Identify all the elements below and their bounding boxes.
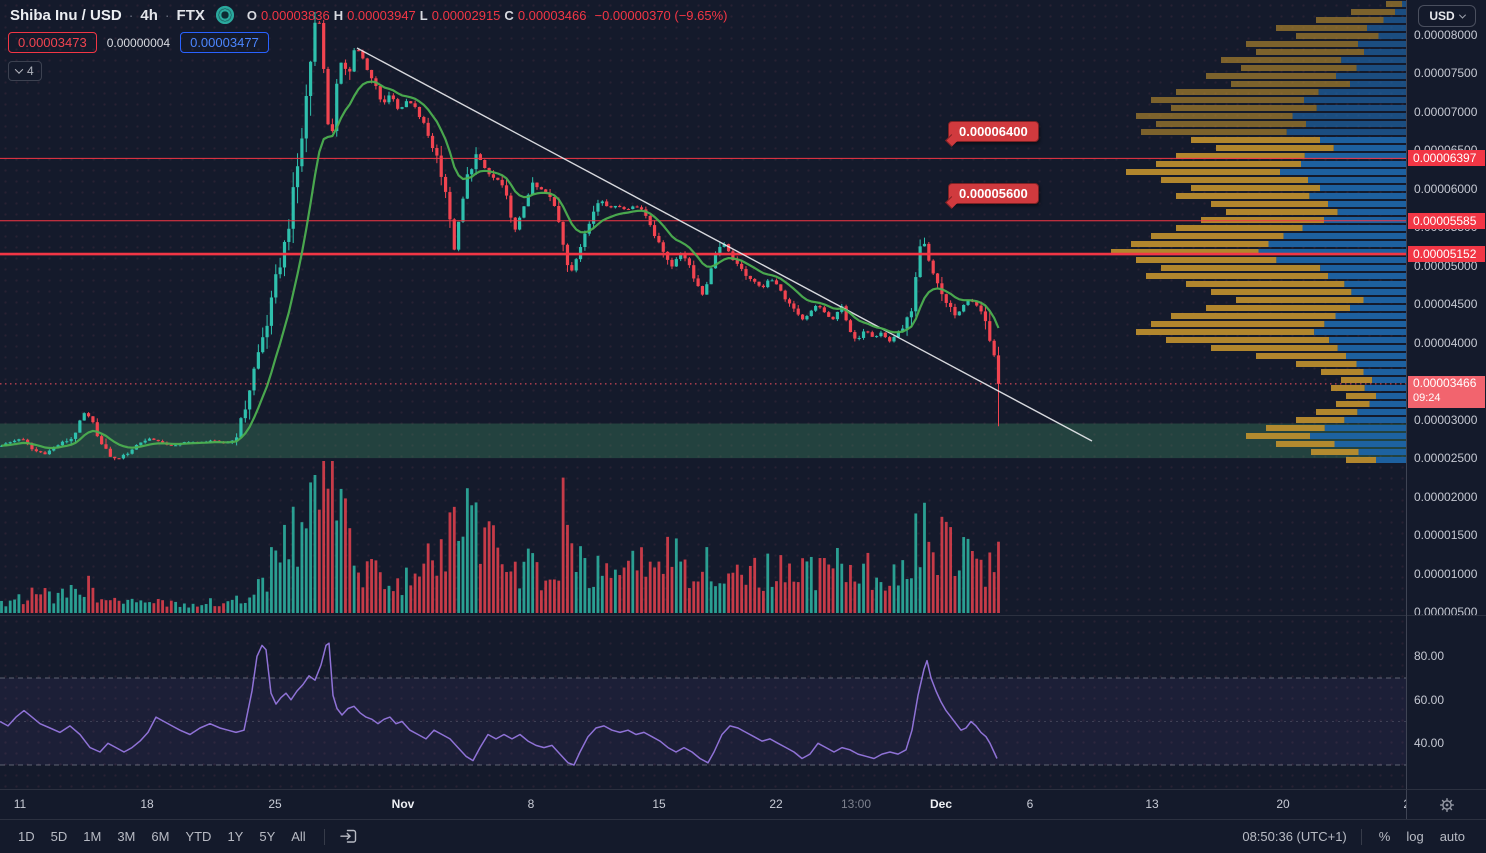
price-tick: 0.00001500 <box>1414 528 1478 543</box>
low-value: 0.00002915 <box>431 7 501 23</box>
range-all[interactable]: All <box>283 825 313 848</box>
toolbar-divider <box>323 828 325 845</box>
last-price-value: 0.00003466 <box>1413 375 1477 390</box>
price-tick: 0.00007000 <box>1414 104 1478 119</box>
time-tick-6: 6 <box>1026 797 1034 811</box>
moving-average <box>1 80 1000 450</box>
bar-countdown: 09:24 <box>1413 391 1441 404</box>
time-tick-nov: Nov <box>391 797 415 811</box>
price-lines-layer <box>0 157 1406 385</box>
price-tick: 0.00006000 <box>1414 181 1478 196</box>
high-label: H <box>333 7 344 23</box>
quote-row: 0.00003473 0.00000004 0.00003477 <box>8 32 269 53</box>
time-tick-22: 22 <box>769 797 783 811</box>
low-label: L <box>419 7 428 23</box>
toolbar-divider <box>1360 828 1362 845</box>
price-tick: 0.00002000 <box>1414 489 1478 504</box>
time-tick-11: 11 <box>13 797 27 811</box>
candlesticks-layer <box>0 11 1001 461</box>
range-1y[interactable]: 1Y <box>219 825 251 848</box>
range-3m[interactable]: 3M <box>109 825 143 848</box>
rsi-pane <box>0 642 1406 766</box>
log-scale-button[interactable]: log <box>1399 825 1430 848</box>
close-value: 0.00003466 <box>517 7 587 23</box>
last-price-label: 0.00003466 09:24 <box>1408 375 1485 408</box>
price-tick: 0.00001000 <box>1414 566 1478 581</box>
pane-separator <box>1407 615 1486 616</box>
price-axis-settings-button[interactable] <box>1406 789 1486 819</box>
time-tick-27: 27 <box>1388 790 1406 819</box>
volume-histogram <box>0 461 1000 613</box>
ask-price-button[interactable]: 0.00003477 <box>180 32 269 53</box>
auto-scale-button[interactable]: auto <box>1433 825 1472 848</box>
go-to-date-button[interactable] <box>335 826 362 847</box>
interval-label[interactable]: 4h <box>140 6 158 24</box>
open-value: 0.00003836 <box>261 7 330 23</box>
price-line-label: 0.00005152 <box>1408 246 1485 263</box>
chevron-down-icon <box>14 65 24 74</box>
price-tick: 0.00005000 <box>1414 258 1478 273</box>
price-tick: 0.00003000 <box>1414 412 1478 427</box>
close-label: C <box>504 7 514 23</box>
range-6m[interactable]: 6M <box>143 825 177 848</box>
price-line-label: 0.00006397 <box>1408 150 1485 167</box>
spread-value: 0.00000004 <box>106 35 171 50</box>
rsi-tick: 60.00 <box>1414 692 1445 707</box>
range-1d[interactable]: 1D <box>10 825 43 848</box>
clock[interactable]: 08:50:36 (UTC+1) <box>1242 829 1347 844</box>
go-to-date-icon <box>340 829 356 843</box>
price-tick: 0.00004500 <box>1414 297 1478 312</box>
price-line-label: 0.00005585 <box>1408 212 1485 229</box>
separator-dot: · <box>128 7 134 23</box>
price-chart[interactable]: Shiba Inu / USD · 4h · FTX O 0.00003836 H… <box>0 0 1406 789</box>
legend: Shiba Inu / USD · 4h · FTX O 0.00003836 H… <box>10 6 728 24</box>
time-tick-13: 13 <box>1145 797 1159 811</box>
chart-canvas[interactable] <box>0 0 1406 789</box>
separator-dot: · <box>164 7 170 23</box>
range-5d[interactable]: 5D <box>43 825 76 848</box>
percent-scale-button[interactable]: % <box>1372 825 1398 848</box>
currency-toggle-button[interactable]: USD <box>1418 5 1476 27</box>
price-tick: 0.00008000 <box>1414 28 1478 42</box>
time-tick-dec: Dec <box>929 797 952 811</box>
price-tick: 0.00002500 <box>1414 451 1478 466</box>
bar-count-value: 4 <box>27 64 34 78</box>
price-tick: 0.00007500 <box>1414 66 1478 81</box>
ohlc-values: O 0.00003836 H 0.00003947 L 0.00002915 C 0.0… <box>247 8 728 23</box>
bottom-toolbar: 1D 5D 1M 3M 6M YTD 1Y 5Y All 08:50:36 (UTC+1) % … <box>0 819 1486 853</box>
time-tick-15: 15 <box>652 797 666 811</box>
exchange-label[interactable]: FTX <box>176 6 205 24</box>
time-tick-18: 18 <box>140 797 154 811</box>
price-axis[interactable]: USD 0.00008000 0.00007500 0.00007000 0.0000… <box>1406 0 1486 789</box>
time-axis[interactable]: 11 18 25 Nov 8 15 22 13:00 Dec 6 13 20 27 <box>0 789 1406 819</box>
chevron-down-icon <box>1458 11 1466 19</box>
time-tick-20: 20 <box>1276 797 1290 811</box>
gear-icon <box>1439 797 1454 812</box>
range-5y[interactable]: 5Y <box>251 825 283 848</box>
range-1m[interactable]: 1M <box>75 825 109 848</box>
price-callout[interactable]: 0.00006400 <box>945 121 1039 147</box>
price-tick: 0.00000500 <box>1414 605 1478 619</box>
bar-count-dropdown[interactable]: 4 <box>8 61 42 81</box>
change-value: −0.00000370 (−9.65%) <box>594 7 728 23</box>
high-value: 0.00003947 <box>347 7 416 23</box>
time-tick-25: 25 <box>268 797 282 811</box>
price-callout[interactable]: 0.00005600 <box>945 182 1039 209</box>
currency-label: USD <box>1429 9 1455 23</box>
instrument-logo <box>215 6 234 24</box>
open-label: O <box>246 7 258 23</box>
volume-profile <box>1111 1 1406 463</box>
price-tick: 0.00004000 <box>1414 335 1478 350</box>
symbol-name[interactable]: Shiba Inu / USD <box>10 6 122 24</box>
time-tick-8: 8 <box>527 797 535 811</box>
rsi-tick: 40.00 <box>1414 736 1445 751</box>
rsi-tick: 80.00 <box>1414 649 1445 664</box>
time-tick-1300: 13:00 <box>840 797 872 811</box>
trendline <box>356 47 1093 442</box>
range-ytd[interactable]: YTD <box>177 825 219 848</box>
bid-price-button[interactable]: 0.00003473 <box>8 32 97 53</box>
